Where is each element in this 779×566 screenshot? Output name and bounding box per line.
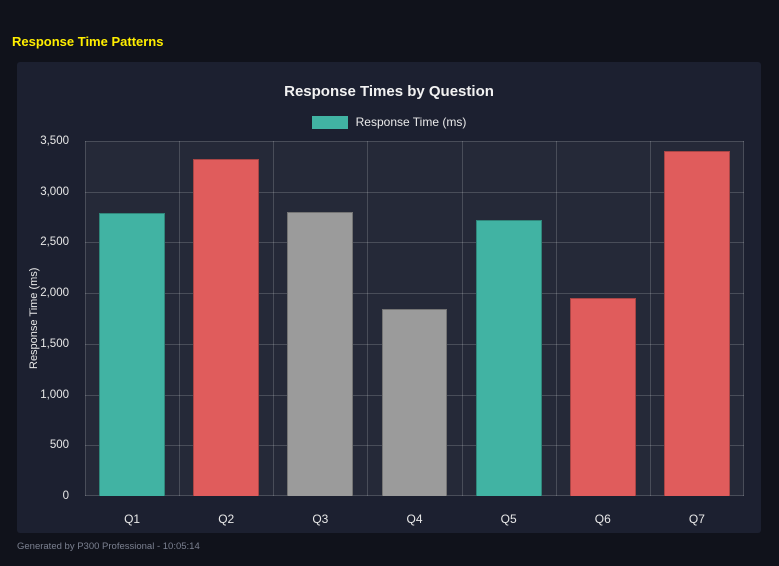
gridline-vertical [85,141,86,496]
gridline-horizontal [85,191,744,193]
chart-legend[interactable]: Response Time (ms) [17,115,761,129]
legend-label: Response Time (ms) [355,115,467,129]
bar-q2[interactable] [193,159,260,496]
gridline-vertical [179,141,181,496]
y-tick-label: 2,000 [40,287,69,300]
gridline-horizontal [85,141,744,142]
x-axis-label: Q7 [688,512,705,526]
gridline-vertical [273,141,275,496]
y-tick-label: 2,500 [40,236,69,249]
bar-q4[interactable] [381,309,448,496]
legend-color-swatch [311,115,348,129]
y-tick-label: 1,000 [40,388,69,401]
x-axis-label: Q2 [218,512,235,526]
bar-q1[interactable] [99,213,165,496]
bar-q5[interactable] [475,220,542,496]
y-tick-label: 0 [62,490,69,502]
x-axis-label: Q1 [124,512,141,526]
bar-q7[interactable] [663,151,730,496]
gridline-vertical [461,141,463,496]
y-tick-label: 500 [49,439,69,452]
y-tick-label: 3,500 [40,135,69,147]
plot-area [85,141,744,496]
y-tick-label: 3,000 [40,185,69,198]
chart-panel: Response Times by Question Response Time… [17,62,761,533]
x-axis-label: Q5 [500,512,517,526]
y-axis-tick-labels: 0 500 1,000 1,500 2,000 2,500 3,000 3,500 [17,135,77,502]
generated-by-note: Generated by P300 Professional - 10:05:1… [17,541,200,552]
page-title: Response Time Patterns [12,34,164,49]
y-tick-label: 1,500 [40,337,69,350]
x-axis-label: Q4 [406,512,423,526]
gridline-horizontal [85,293,744,295]
bar-q6[interactable] [569,298,636,496]
chart-title: Response Times by Question [284,83,494,100]
gridline-vertical [555,141,557,496]
gridline-vertical [649,141,651,496]
x-axis-label: Q6 [594,512,611,526]
x-axis-labels: Q1 Q2 Q3 Q4 Q5 Q6 Q7 [85,508,744,532]
gridline-vertical [367,141,369,496]
bar-q3[interactable] [287,212,354,496]
gridline-horizontal [85,242,744,244]
gridline-vertical [743,141,744,496]
x-axis-label: Q3 [312,512,329,526]
